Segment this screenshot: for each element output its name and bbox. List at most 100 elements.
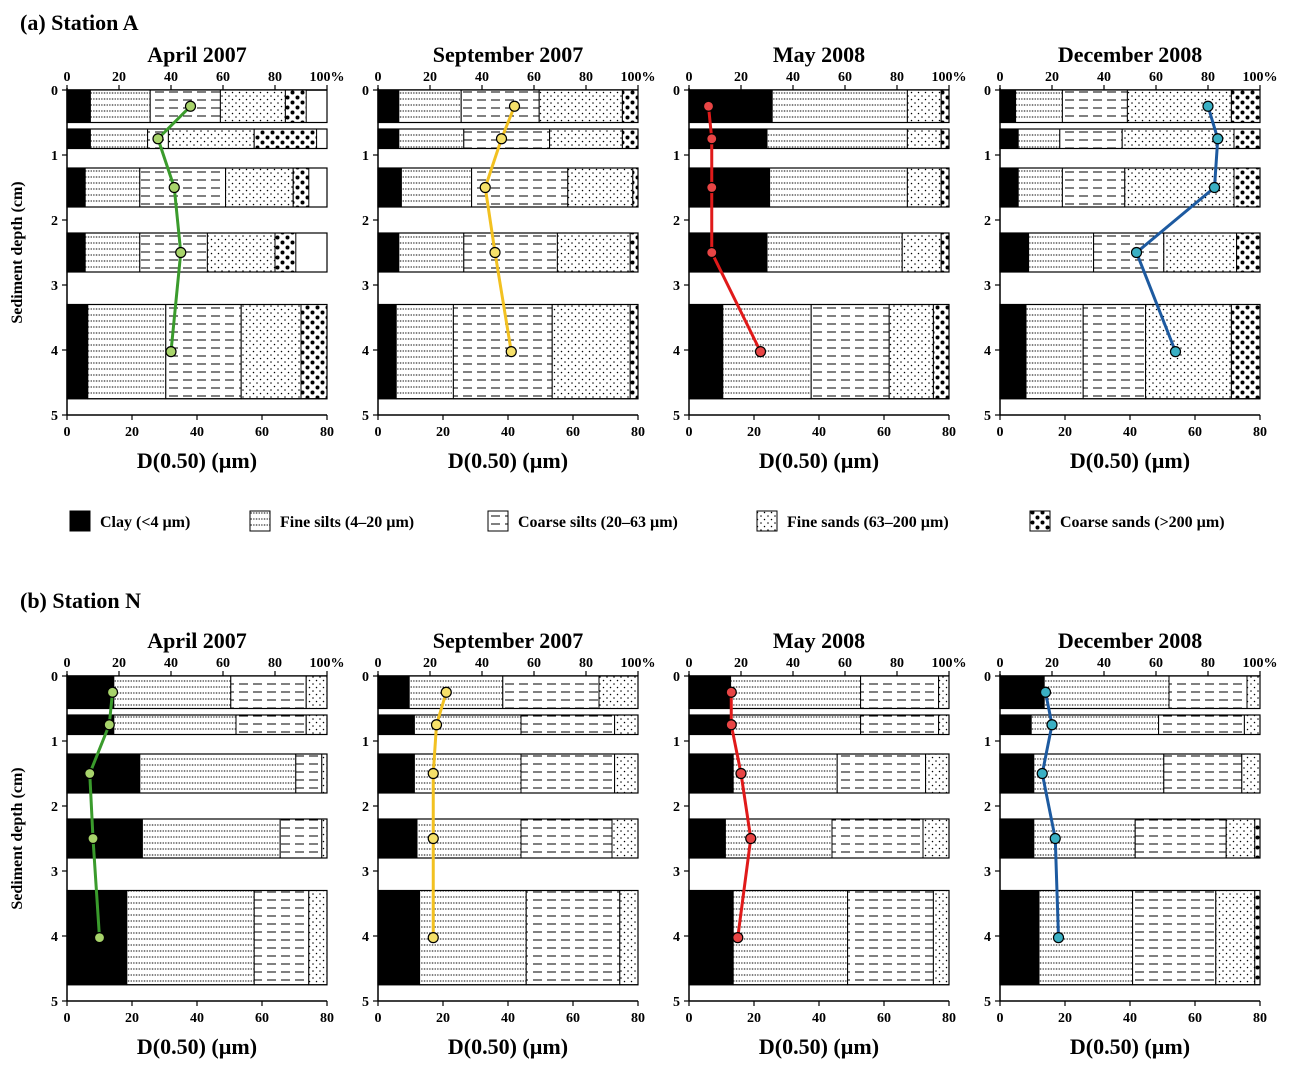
sediment-layer-2 [377,167,639,208]
bar-segment-finesilt [84,167,141,208]
bar-segment-finesand [167,128,255,149]
bar-segment-finesand [1241,753,1261,794]
top-tick-label: 40 [1097,70,1111,85]
panel-title: April 2007 [147,42,247,67]
layer-outline [999,89,1261,124]
layer-outline [688,714,950,736]
depth-tick-label: 1 [984,149,991,164]
bottom-tick-label: 60 [1188,425,1202,440]
sediment-layer-4 [999,303,1261,400]
depth-tick-label: 3 [51,865,58,880]
layer-outline [999,128,1261,150]
bar-segment-clay [999,89,1017,123]
layer-outline [377,232,639,273]
top-tick-label: 20 [423,70,437,85]
y-axis-title: Sediment depth (cm) [9,181,26,323]
d50-marker [508,100,521,112]
bar-segment-finesilt [1017,128,1061,149]
bottom-tick-label: 60 [255,1011,269,1026]
bottom-tick-label: 40 [1123,1011,1137,1026]
top-tick-label: 20 [734,70,748,85]
bar-segment-clay [688,675,732,709]
bar-segment-finesand [906,128,942,149]
depth-tick-label: 4 [673,344,680,359]
d50-marker [745,832,757,845]
bottom-tick-label: 20 [125,1011,139,1026]
bar-segment-clay [66,128,91,149]
layer-outline [688,128,950,150]
bar-segment-clay [377,675,410,709]
d50-marker [1049,832,1061,845]
bar-segment-finesand [308,890,328,986]
bar-segment-finesilt [113,714,237,735]
bottom-tick-label: 0 [375,425,382,440]
bar-segment-coarsesilt [279,818,323,859]
depth-tick-label: 1 [362,735,369,750]
d50-marker [1212,133,1224,145]
sediment-layer-3 [999,232,1261,273]
top-tick-label: 60 [527,656,541,671]
bottom-tick-label: 0 [375,1011,382,1026]
bottom-tick-label: 60 [877,1011,891,1026]
bar-segment-finesilt [408,675,504,709]
sediment-layer-1 [999,714,1261,736]
bar-segment-finesilt [400,167,473,208]
bar-segment-coarsesilt [1158,714,1245,735]
depth-tick-label: 2 [51,214,58,229]
bottom-tick-label: 40 [812,425,826,440]
bar-segment-finesand [538,89,623,123]
top-tick-label: 80 [890,656,904,671]
bar-segment-finesilt [89,89,151,123]
panel-title: December 2008 [1058,42,1202,67]
bar-segment-finesand [549,128,623,149]
bar-segment-finesilt [1033,818,1136,859]
bar-segment-coarsesilt [1082,304,1147,400]
depth-tick-label: 4 [673,930,680,945]
bar-segment-coarsesilt [1134,818,1227,859]
d50-marker [489,246,501,259]
sediment-layer-0 [688,89,950,124]
bar-segment-finesand [1145,304,1232,400]
bar-segment-clay [999,167,1019,208]
x-axis-title: D(0.50) (µm) [759,448,879,473]
bar-segment-finesilt [398,89,462,123]
bar-segment-coarsesand [940,167,950,208]
bar-segment-coarsesand [940,89,950,123]
bar-segment-finesilt [722,304,812,400]
bottom-tick-label: 0 [64,1011,71,1026]
layer-outline [66,128,328,150]
d50-marker [165,346,177,358]
bottom-tick-label: 80 [942,425,956,440]
depth-tick-label: 4 [362,344,369,359]
depth-tick-label: 5 [51,995,58,1010]
bottom-tick-label: 40 [812,1011,826,1026]
bar-segment-finesand [305,675,328,709]
sediment-layer-4 [377,303,639,400]
legend-item-finesand: Fine sands (63–200 µm) [756,510,949,532]
bar-segment-coarsesilt [1061,89,1128,123]
bar-segment-clay [688,167,771,208]
section-title-b: (b) Station N [20,588,141,613]
bar-segment-coarsesand [940,232,950,273]
bar-segment-clay [688,128,768,149]
bottom-tick-label: 0 [686,1011,693,1026]
bar-segment-finesilt [766,232,903,273]
legend-swatch [69,510,91,532]
bar-segment-coarsesand [300,304,328,400]
bar-segment-finesand [206,232,276,273]
panel-title: September 2007 [433,628,584,653]
bottom-tick-label: 20 [436,425,450,440]
bar-segment-coarsesand [1236,232,1261,273]
bar-segment-finesand [938,714,950,735]
bar-segment-finesand [551,304,631,400]
top-tick-label: 0 [375,656,382,671]
d50-marker [706,133,718,145]
d50-marker [427,832,439,845]
bar-segment-finesilt [89,128,149,149]
sediment-layer-2 [66,753,328,794]
top-tick-label: 40 [1097,656,1111,671]
layer-outline [377,753,639,794]
bar-segment-coarsesilt [165,304,242,400]
layer-outline [66,232,328,273]
bar-segment-finesilt [730,675,862,709]
